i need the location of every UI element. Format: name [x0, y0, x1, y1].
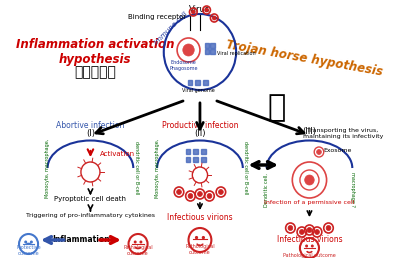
Circle shape — [288, 225, 293, 230]
Circle shape — [140, 241, 142, 243]
Text: Exosome: Exosome — [324, 148, 352, 152]
Circle shape — [183, 44, 194, 56]
Text: Infection of a permissive cell: Infection of a permissive cell — [264, 200, 355, 205]
Circle shape — [306, 245, 307, 247]
FancyBboxPatch shape — [193, 149, 198, 154]
Text: Activation: Activation — [100, 151, 135, 157]
FancyBboxPatch shape — [193, 157, 198, 162]
Circle shape — [202, 237, 204, 239]
Text: 🐴: 🐴 — [267, 93, 285, 123]
Text: (I): (I) — [86, 129, 95, 138]
Text: Infectious virions: Infectious virions — [167, 213, 233, 222]
Text: Viral genome: Viral genome — [182, 88, 214, 93]
Text: Inflammation: Inflammation — [52, 236, 110, 245]
Circle shape — [312, 245, 313, 247]
FancyBboxPatch shape — [188, 80, 192, 85]
Text: Immune cell: Immune cell — [154, 11, 189, 45]
Circle shape — [207, 194, 212, 198]
Circle shape — [205, 8, 208, 12]
FancyBboxPatch shape — [205, 49, 210, 54]
Text: 🔥🔥🔥🔥🔥: 🔥🔥🔥🔥🔥 — [74, 65, 116, 79]
Circle shape — [300, 230, 304, 235]
Text: Pyroptotic cell death: Pyroptotic cell death — [54, 196, 126, 202]
Circle shape — [134, 241, 136, 243]
FancyBboxPatch shape — [186, 149, 190, 154]
Circle shape — [307, 228, 312, 232]
FancyBboxPatch shape — [195, 80, 200, 85]
FancyBboxPatch shape — [205, 43, 210, 48]
Circle shape — [177, 189, 181, 195]
Text: Abortive infection: Abortive infection — [56, 121, 125, 130]
FancyBboxPatch shape — [210, 49, 215, 54]
FancyBboxPatch shape — [201, 149, 206, 154]
Circle shape — [191, 10, 195, 14]
Text: Pathological outcome: Pathological outcome — [283, 253, 336, 258]
Circle shape — [188, 194, 193, 198]
Text: Transporting the virus,
maintaining its infectivity: Transporting the virus, maintaining its … — [302, 128, 383, 139]
Text: (III): (III) — [302, 127, 316, 136]
Circle shape — [198, 191, 202, 197]
Text: Trojan horse hypothesis: Trojan horse hypothesis — [225, 38, 384, 78]
Text: Pathological
outcome: Pathological outcome — [185, 244, 215, 255]
FancyBboxPatch shape — [203, 80, 208, 85]
Text: Binding receptor: Binding receptor — [128, 14, 186, 20]
Text: Productive infection: Productive infection — [162, 121, 238, 130]
Text: Infectious virions: Infectious virions — [277, 235, 342, 244]
Circle shape — [315, 230, 320, 235]
Text: Protective
outcome: Protective outcome — [16, 245, 41, 256]
FancyBboxPatch shape — [186, 157, 190, 162]
Circle shape — [212, 16, 216, 20]
Text: macrophage ?: macrophage ? — [350, 173, 355, 207]
Circle shape — [316, 149, 321, 155]
Text: Pathological
outcome: Pathological outcome — [123, 245, 153, 256]
Text: Triggering of pro-inflammatory cytokines: Triggering of pro-inflammatory cytokines — [26, 213, 155, 218]
Text: dendritic cell or B-cell: dendritic cell or B-cell — [243, 141, 248, 195]
Text: Monocyte, macrophage,: Monocyte, macrophage, — [154, 138, 160, 198]
Circle shape — [196, 237, 198, 239]
Circle shape — [326, 225, 331, 230]
Circle shape — [218, 189, 223, 195]
Text: Dendritic cell,: Dendritic cell, — [264, 173, 269, 207]
FancyBboxPatch shape — [201, 157, 206, 162]
Text: Inflammation activation
hypothesis: Inflammation activation hypothesis — [16, 38, 174, 66]
Text: dendritic cell or B-cell: dendritic cell or B-cell — [134, 141, 139, 195]
Text: Monocyte, macrophage,: Monocyte, macrophage, — [45, 138, 50, 198]
Text: Endosome
Phagosome: Endosome Phagosome — [170, 60, 198, 71]
Circle shape — [305, 175, 314, 185]
Text: (II): (II) — [194, 129, 206, 138]
FancyBboxPatch shape — [210, 43, 215, 48]
Text: Virus: Virus — [189, 5, 210, 14]
Circle shape — [31, 241, 32, 243]
Circle shape — [25, 241, 26, 243]
Text: Viral replication: Viral replication — [217, 52, 256, 57]
